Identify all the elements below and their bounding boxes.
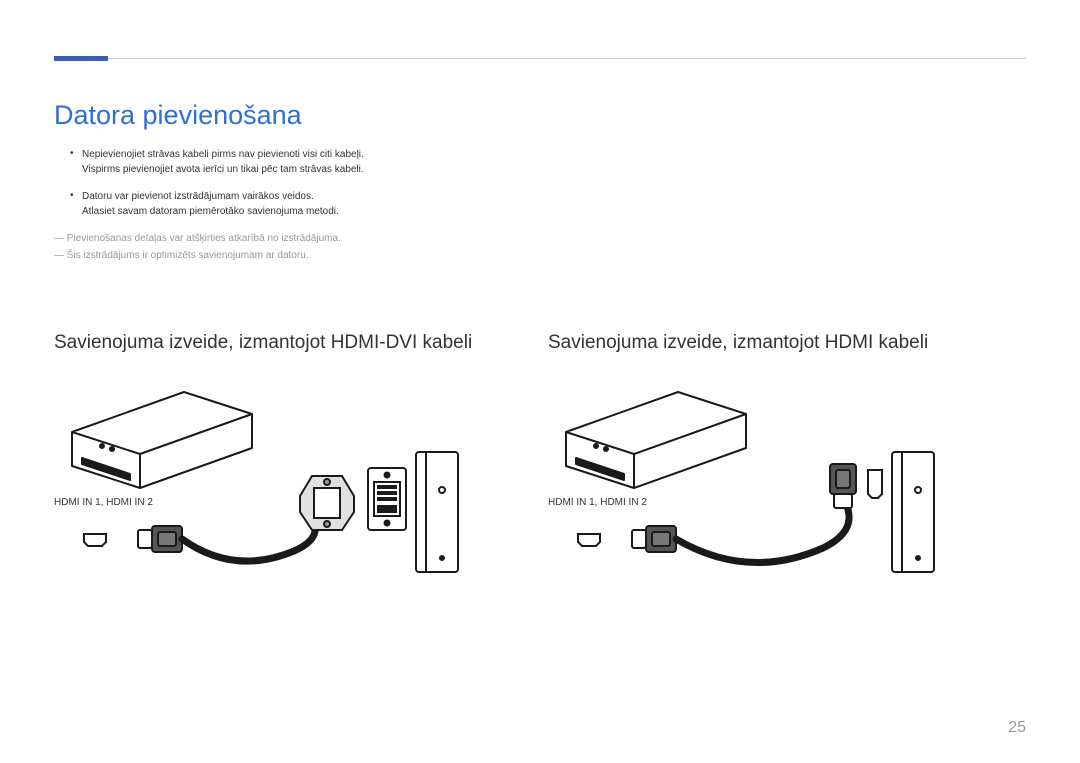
bullet-text: Datoru var pievienot izstrādājumam vairā… [82, 189, 339, 219]
accent-bar [54, 56, 108, 61]
subsection-heading: Savienojuma izveide, izmantojot HDMI kab… [548, 332, 1018, 354]
bullet-item: • Nepievienojiet strāvas kabeli pirms na… [70, 147, 510, 177]
diagram-svg [54, 376, 464, 586]
bullet-line: Datoru var pievienot izstrādājumam vairā… [82, 191, 314, 202]
bullet-list: • Nepievienojiet strāvas kabeli pirms na… [70, 147, 510, 231]
note-line: ― Pievienošanas detaļas var atšķirties a… [54, 233, 341, 244]
bullet-text: Nepievienojiet strāvas kabeli pirms nav … [82, 147, 364, 177]
notes-block: ― Pievienošanas detaļas var atšķirties a… [54, 233, 341, 267]
bullet-marker: • [70, 189, 82, 219]
hdmi-dvi-diagram: HDMI IN 1, HDMI IN 2 [54, 376, 464, 586]
port-label: HDMI IN 1, HDMI IN 2 [548, 497, 647, 508]
bullet-item: • Datoru var pievienot izstrādājumam vai… [70, 189, 510, 219]
bullet-line: Nepievienojiet strāvas kabeli pirms nav … [82, 149, 364, 160]
horizontal-rule [54, 58, 1026, 59]
bullet-line: Atlasiet savam datoram piemērotāko savie… [82, 206, 339, 217]
bullet-marker: • [70, 147, 82, 177]
page-number: 25 [1008, 719, 1026, 737]
hdmi-diagram: HDMI IN 1, HDMI IN 2 [548, 376, 958, 586]
main-heading: Datora pievienošana [54, 100, 302, 131]
diagram-svg [548, 376, 958, 586]
bullet-line: Vispirms pievienojiet avota ierīci un ti… [82, 164, 364, 175]
note-line: ― Šis izstrādājums ir optimizēts savieno… [54, 250, 341, 261]
port-label: HDMI IN 1, HDMI IN 2 [54, 497, 153, 508]
right-subsection: Savienojuma izveide, izmantojot HDMI kab… [548, 332, 1018, 586]
subsection-heading: Savienojuma izveide, izmantojot HDMI-DVI… [54, 332, 524, 354]
left-subsection: Savienojuma izveide, izmantojot HDMI-DVI… [54, 332, 524, 586]
